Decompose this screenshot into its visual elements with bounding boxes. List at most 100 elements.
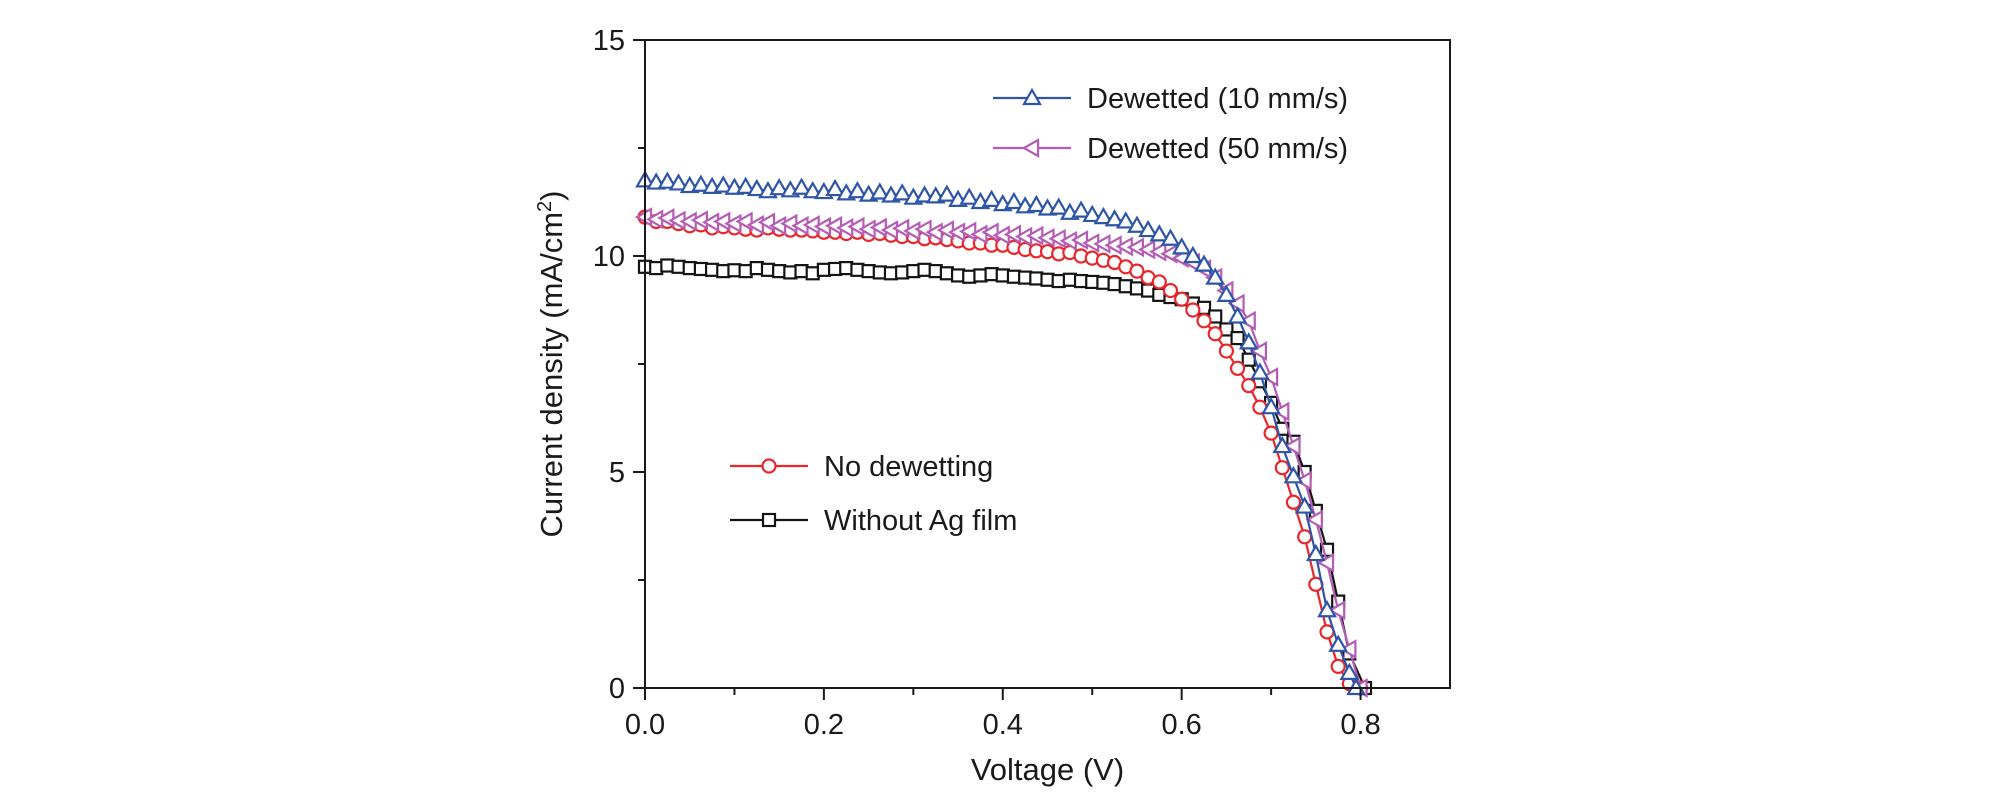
- data-point: [847, 180, 868, 199]
- data-point: [1229, 360, 1246, 376]
- data-point: [657, 171, 678, 189]
- data-point: [1174, 291, 1190, 307]
- data-point: [1285, 494, 1302, 510]
- data-point: [1330, 658, 1346, 675]
- data-point: [1283, 436, 1301, 456]
- data-point: [959, 221, 977, 242]
- legend-marker: [1022, 87, 1042, 106]
- data-point: [1328, 634, 1349, 652]
- data-point: [1048, 197, 1069, 215]
- data-point: [1071, 200, 1091, 218]
- data-point: [1185, 302, 1201, 318]
- data-point: [1272, 435, 1293, 454]
- legend-marker: [761, 458, 777, 474]
- x-tick-label: 0.6: [1162, 709, 1202, 741]
- data-point: [1317, 600, 1337, 618]
- data-point: [1261, 396, 1282, 415]
- data-point: [1305, 543, 1326, 562]
- data-point: [1082, 204, 1103, 223]
- data-point: [1207, 326, 1223, 342]
- data-point: [1249, 341, 1268, 361]
- data-point: [1294, 496, 1315, 514]
- data-point: [1260, 367, 1279, 387]
- y-axis-title-suffix: ): [534, 190, 569, 200]
- data-point: [1263, 425, 1279, 441]
- data-point: [936, 184, 957, 202]
- y-axis-title-sup: 2: [534, 201, 556, 212]
- data-point: [1297, 529, 1313, 545]
- legend-label: No dewetting: [824, 451, 993, 483]
- x-tick-label: 0.8: [1340, 709, 1380, 741]
- data-point: [713, 175, 734, 193]
- data-point: [1070, 230, 1089, 250]
- data-point: [1026, 194, 1047, 213]
- data-point: [1250, 362, 1270, 380]
- data-point: [914, 185, 935, 203]
- data-point: [825, 178, 845, 197]
- data-point: [1162, 282, 1179, 299]
- legend-entry-2: No dewetting: [730, 451, 993, 483]
- legend-top: Dewetted (10 mm/s) Dewetted (50 mm/s): [993, 83, 1348, 165]
- data-point: [1151, 274, 1167, 290]
- series-line: [644, 264, 1367, 689]
- tick-layer: 0.0 0.2 0.4 0.6 0.8 0 5 10 15: [593, 25, 1381, 741]
- data-point: [1138, 219, 1159, 238]
- series-line: [644, 216, 1362, 689]
- data-point: [769, 177, 790, 196]
- data-point: [1241, 378, 1257, 394]
- data-point: [1127, 215, 1147, 233]
- data-point: [691, 174, 711, 192]
- legend-bottom: No dewetting Without Ag film: [730, 451, 1017, 537]
- data-point: [791, 177, 812, 195]
- data-point: [1216, 284, 1237, 302]
- y-tick-label: 10: [593, 241, 625, 273]
- x-tick-label: 0.4: [983, 709, 1023, 741]
- series-0: [635, 170, 1366, 696]
- series-layer: [634, 170, 1373, 698]
- legend-label: Without Ag film: [824, 505, 1017, 537]
- data-point: [1227, 306, 1248, 324]
- data-point: [1196, 313, 1212, 329]
- y-axis-title-prefix: Current density (mA/cm: [534, 212, 569, 538]
- data-point: [735, 176, 756, 194]
- data-point: [1339, 639, 1357, 660]
- legend-marker: [1021, 138, 1040, 158]
- series-2: [637, 209, 1369, 696]
- y-axis-title: Current density (mA/cm2): [534, 190, 569, 537]
- data-point: [668, 173, 689, 191]
- data-point: [1294, 470, 1312, 491]
- data-point: [1194, 254, 1214, 272]
- data-point: [1149, 224, 1170, 242]
- data-point: [1283, 466, 1304, 484]
- data-point: [1272, 401, 1290, 422]
- data-point: [914, 219, 932, 240]
- data-point: [1227, 293, 1245, 314]
- series-line: [644, 179, 1358, 689]
- data-point: [1104, 209, 1125, 227]
- data-point: [1129, 263, 1145, 279]
- data-point: [959, 187, 980, 205]
- legend-entry-0: Dewetted (10 mm/s): [993, 83, 1348, 115]
- data-point: [1093, 206, 1114, 225]
- x-tick-label: 0.2: [804, 709, 844, 741]
- data-point: [981, 189, 1002, 207]
- data-point: [1115, 211, 1136, 229]
- legend-label: Dewetted (10 mm/s): [1087, 83, 1348, 115]
- data-point: [1205, 267, 1226, 285]
- data-point: [1182, 245, 1203, 264]
- data-point: [746, 178, 767, 197]
- x-axis-title: Voltage (V): [971, 752, 1124, 787]
- y-tick-label: 0: [609, 673, 625, 705]
- y-tick-label: 15: [593, 25, 625, 57]
- data-point: [802, 180, 823, 199]
- data-point: [1218, 343, 1234, 359]
- data-point: [1305, 509, 1323, 530]
- data-point: [1274, 460, 1290, 476]
- data-point: [1160, 228, 1181, 246]
- series-3: [637, 258, 1373, 696]
- data-point: [1339, 662, 1360, 680]
- legend-entry-1: Dewetted (50 mm/s): [993, 133, 1348, 165]
- data-point: [981, 222, 999, 243]
- data-point: [1327, 600, 1346, 621]
